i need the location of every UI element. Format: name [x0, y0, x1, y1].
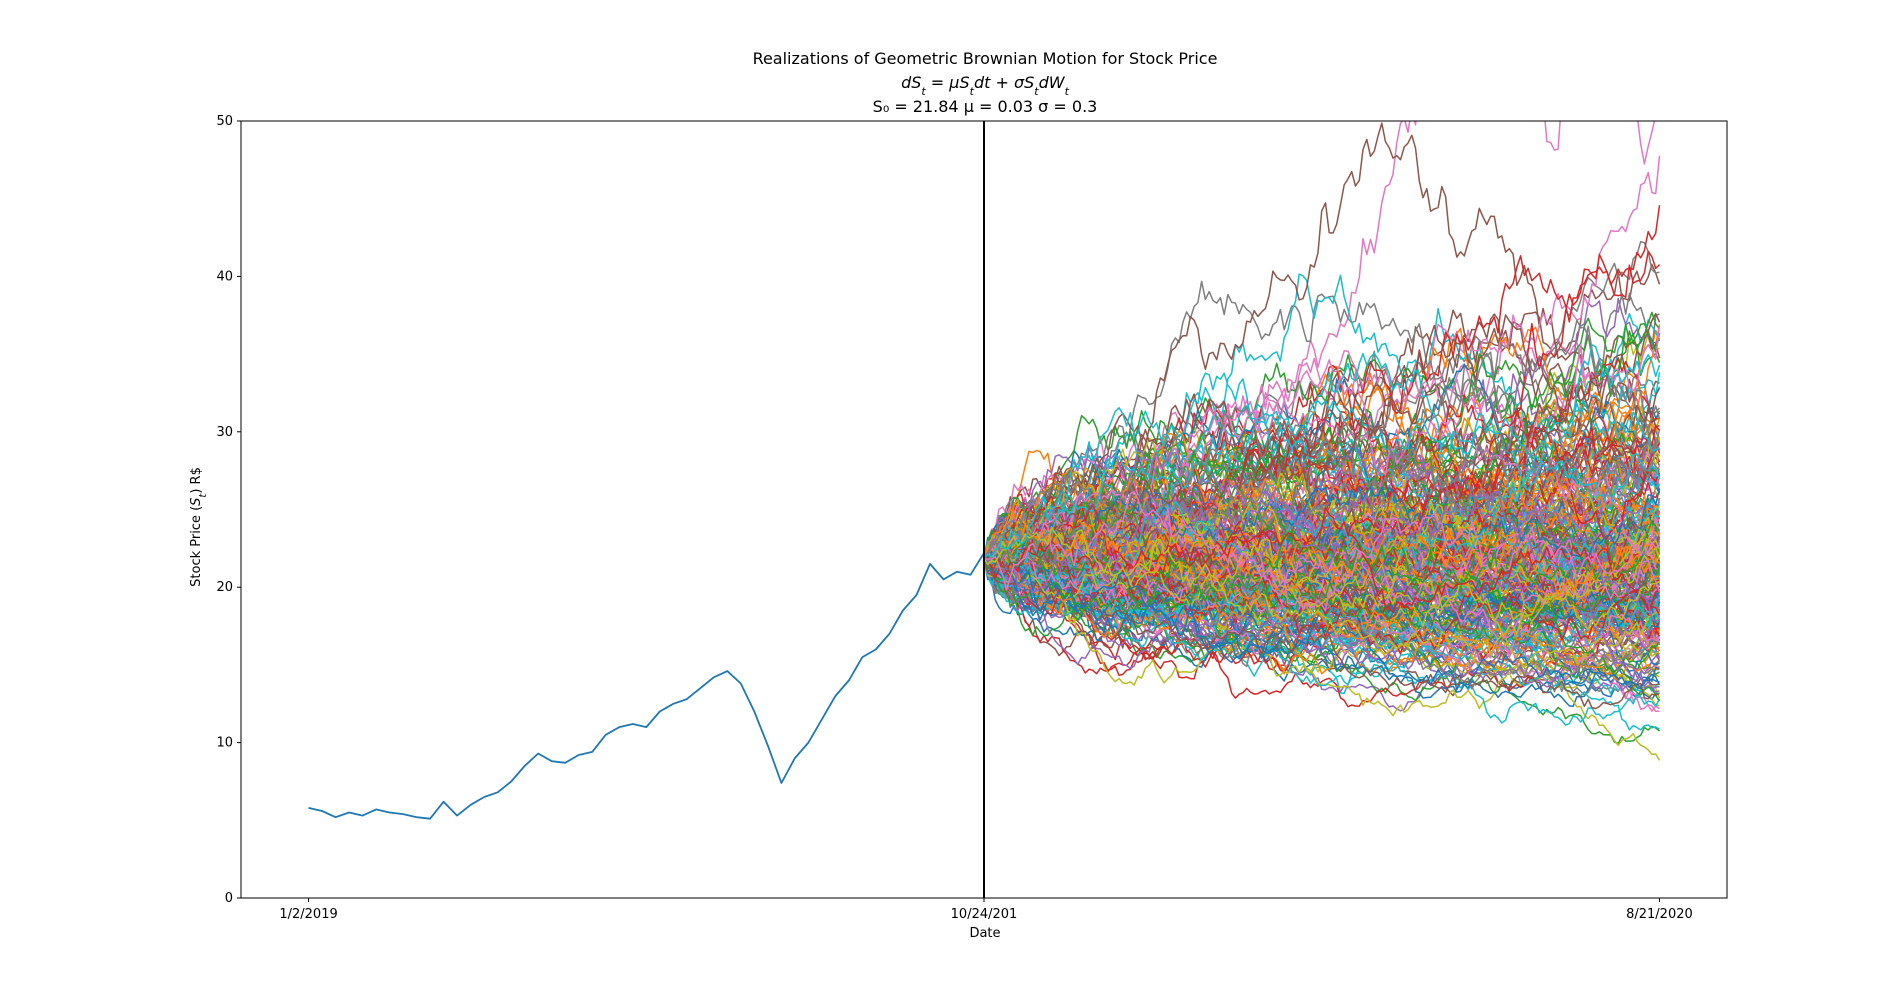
simulation-path	[983, 519, 1660, 631]
y-axis: 0 10 20 30 40 50	[216, 114, 241, 906]
simulation-path	[983, 319, 1661, 588]
simulation-path	[983, 540, 1660, 690]
y-tick-label: 0	[225, 891, 233, 906]
simulation-path	[983, 490, 1660, 622]
chart-title: Realizations of Geometric Brownian Motio…	[753, 49, 1218, 68]
simulation-paths	[983, 121, 1661, 761]
simulation-path	[983, 394, 1660, 571]
simulation-path	[983, 538, 1660, 634]
y-tick-label: 10	[216, 736, 233, 751]
simulation-path	[983, 508, 1660, 599]
x-tick-label: 10/24/201	[951, 907, 1018, 922]
simulation-path	[983, 280, 1660, 563]
simulation-path	[983, 403, 1660, 576]
simulation-path	[983, 438, 1660, 560]
chart-subtitle-equation: dSt = μStdt + σStdWt	[901, 73, 1070, 98]
simulation-path	[983, 546, 1660, 699]
x-tick-label: 1/2/2019	[279, 907, 337, 922]
y-tick-label: 40	[216, 269, 233, 284]
simulation-path	[983, 555, 1661, 633]
simulation-path	[983, 526, 1660, 656]
x-tick-label: 8/21/2020	[1626, 907, 1693, 922]
simulation-path	[983, 519, 1661, 614]
simulation-path	[983, 506, 1661, 616]
simulation-path	[983, 449, 1660, 621]
x-axis-title: Date	[969, 926, 1000, 941]
simulation-path	[983, 344, 1661, 560]
simulation-path	[983, 550, 1661, 726]
y-tick-label: 50	[216, 114, 233, 129]
chart-subtitle-params: S₀ = 21.84 μ = 0.03 σ = 0.3	[873, 97, 1098, 116]
simulation-path	[983, 558, 1660, 691]
simulation-path	[983, 354, 1661, 563]
simulation-path	[983, 503, 1660, 655]
simulation-path	[983, 486, 1661, 568]
y-tick-label: 30	[216, 425, 233, 440]
simulation-path	[983, 155, 1661, 559]
x-axis: 1/2/2019 10/24/201 8/21/2020	[279, 898, 1693, 922]
simulation-path	[983, 440, 1661, 602]
simulation-path	[983, 378, 1661, 560]
simulation-path	[983, 441, 1661, 620]
simulation-path	[983, 452, 1661, 592]
simulation-path	[983, 514, 1660, 678]
simulation-path	[983, 429, 1660, 560]
simulation-path	[983, 490, 1660, 612]
simulation-path	[983, 312, 1661, 576]
simulation-path	[983, 555, 1660, 710]
simulation-path	[983, 314, 1660, 560]
historical-series	[308, 552, 985, 820]
y-tick-label: 20	[216, 580, 233, 595]
historical-price-line	[308, 552, 985, 820]
